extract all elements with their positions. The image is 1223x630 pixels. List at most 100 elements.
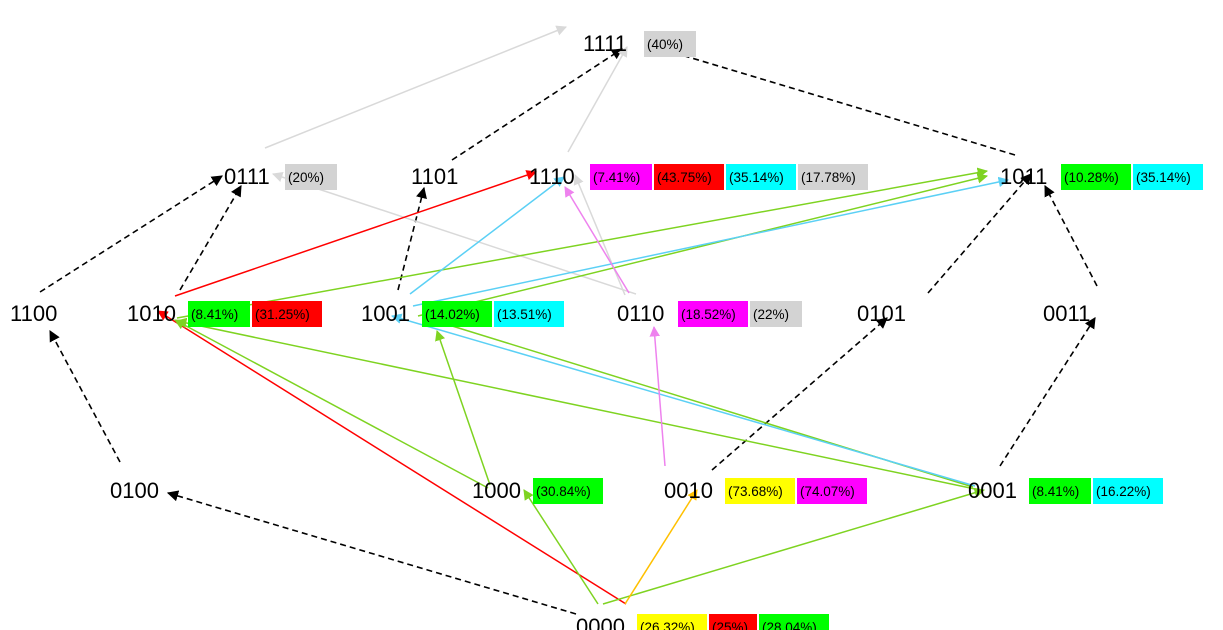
badge-percentage: (17.78%) <box>801 170 856 185</box>
edge-0001-to-0011 <box>999 317 1096 467</box>
badge-background <box>590 164 652 190</box>
badge-background <box>726 164 796 190</box>
edge-0000-to-1010 <box>157 310 627 605</box>
badge-background <box>1029 478 1091 504</box>
edge-0110-to-0111 <box>272 171 637 295</box>
badge-percentage: (30.84%) <box>536 484 591 499</box>
edge-1010-to-1110 <box>174 170 537 297</box>
badge-percentage: (35.14%) <box>1136 170 1191 185</box>
edge-1001-to-1011 <box>412 176 1010 307</box>
node-label: 1100 <box>10 301 57 326</box>
node-1101: 1101 <box>411 164 458 189</box>
edge-0101-to-1011 <box>927 173 1032 294</box>
badge-percentage: (25%) <box>712 620 748 630</box>
node-label: 1010 <box>127 301 176 326</box>
badge-background <box>637 614 707 630</box>
node-1110: 1110 (7.41%) (43.75%) (35.14%) (17.78%) <box>529 164 868 190</box>
node-0010: 0010 (73.68%) (74.07%) <box>664 478 867 504</box>
badge-percentage: (8.41%) <box>1032 484 1079 499</box>
badge-percentage: (20%) <box>288 170 324 185</box>
badge-background <box>252 301 322 327</box>
edge-0111-to-1111 <box>264 25 567 149</box>
node-0011: 0011 <box>1043 301 1090 326</box>
edge-1110-to-1111 <box>567 46 628 153</box>
node-label: 0000 <box>576 614 625 630</box>
node-label: 0100 <box>110 478 159 503</box>
node-0000: 0000 (26.32%) (25%) (28.04%) <box>576 614 829 630</box>
node-label: 1110 <box>529 164 575 189</box>
badge-percentage: (16.22%) <box>1096 484 1151 499</box>
edge-1001-to-1110 <box>409 176 565 295</box>
edge-0000-to-1000 <box>523 489 599 605</box>
badge-background <box>654 164 724 190</box>
node-label: 0011 <box>1043 301 1090 326</box>
edge-0011-to-1011 <box>1044 185 1098 287</box>
edge-0110-to-1110 <box>564 186 630 294</box>
edge-0010-to-0110 <box>649 325 666 467</box>
node-1111: 1111 (40%) <box>583 31 696 57</box>
node-0100: 0100 <box>110 478 159 503</box>
node-label: 1111 <box>583 31 627 56</box>
node-0101: 0101 <box>857 301 906 326</box>
edge-1010-to-1011 <box>176 167 989 319</box>
node-0110: 0110 (18.52%) (22%) <box>617 301 802 327</box>
badge-background <box>709 614 757 630</box>
edge-0000-to-0100 <box>166 490 577 615</box>
badge-background <box>798 164 868 190</box>
edge-1000-to-1010 <box>174 319 489 489</box>
badge-background <box>285 164 337 190</box>
badge-percentage: (35.14%) <box>729 170 784 185</box>
badge-percentage: (43.75%) <box>657 170 712 185</box>
badge-percentage: (40%) <box>647 37 683 52</box>
node-label: 1101 <box>411 164 458 189</box>
node-1000: 1000 (30.84%) <box>472 478 603 504</box>
edge-0001-to-1001 <box>390 313 976 487</box>
badge-percentage: (13.51%) <box>497 307 552 322</box>
node-label: 1011 <box>1000 164 1047 189</box>
badge-background <box>1133 164 1203 190</box>
badge-percentage: (22%) <box>753 307 789 322</box>
badge-background <box>494 301 564 327</box>
badge-percentage: (14.02%) <box>425 307 480 322</box>
badge-background <box>797 478 867 504</box>
badge-background <box>188 301 250 327</box>
badge-background <box>1093 478 1163 504</box>
edge-1000-to-1001 <box>435 330 491 486</box>
node-1010: 1010 (8.41%) (31.25%) <box>127 301 322 327</box>
node-layer: 1111 (40%) 0111 (20%) 1101 1110 (7.41%) (43.75%… <box>10 31 1203 630</box>
node-label: 1000 <box>472 478 521 503</box>
badge-background <box>422 301 492 327</box>
edge-layer <box>39 25 1098 615</box>
badge-background <box>533 478 603 504</box>
badge-background <box>750 301 802 327</box>
edge-1010-to-0111 <box>179 185 242 291</box>
badge-percentage: (74.07%) <box>800 484 855 499</box>
node-label: 0110 <box>617 301 664 326</box>
badge-percentage: (8.41%) <box>191 307 238 322</box>
edge-1101-to-1111 <box>451 48 623 161</box>
node-label: 1001 <box>361 301 410 326</box>
badge-background <box>1061 164 1131 190</box>
edge-1001-to-1101 <box>397 186 427 291</box>
badge-percentage: (26.32%) <box>640 620 695 630</box>
node-1001: 1001 (14.02%) (13.51%) <box>361 301 564 327</box>
node-0111: 0111 (20%) <box>224 164 337 190</box>
edge-0010-to-0101 <box>711 317 888 471</box>
badge-background <box>644 31 696 57</box>
edge-0000-to-0001 <box>602 487 986 605</box>
badge-percentage: (18.52%) <box>681 307 736 322</box>
badge-background <box>725 478 795 504</box>
node-label: 0010 <box>664 478 713 503</box>
badge-percentage: (10.28%) <box>1064 170 1119 185</box>
badge-percentage: (7.41%) <box>593 170 640 185</box>
badge-percentage: (28.04%) <box>762 620 817 630</box>
node-1011: 1011 (10.28%) (35.14%) <box>1000 164 1203 190</box>
badge-percentage: (31.25%) <box>255 307 310 322</box>
edge-0110-to-1110 <box>573 174 626 296</box>
badge-background <box>759 614 829 630</box>
edge-1011-to-1111 <box>643 41 1016 156</box>
edge-0100-to-1100 <box>49 330 121 463</box>
badge-background <box>678 301 748 327</box>
node-0001: 0001 (8.41%) (16.22%) <box>968 478 1163 504</box>
node-1100: 1100 <box>10 301 57 326</box>
